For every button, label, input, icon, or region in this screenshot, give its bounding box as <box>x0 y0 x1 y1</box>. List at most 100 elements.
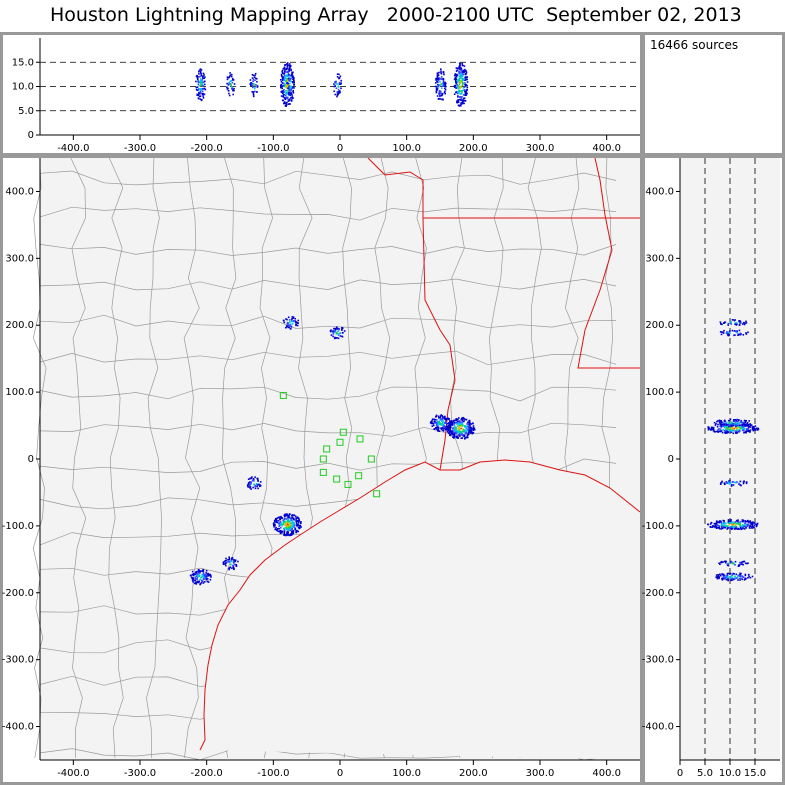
ns-source-row <box>720 482 722 484</box>
ew-source-column <box>282 91 284 94</box>
ew-source-column <box>250 82 252 84</box>
ew-source-column <box>226 86 228 88</box>
ns-source-row <box>752 522 754 524</box>
lightning-cell <box>332 331 334 334</box>
lightning-cell <box>291 514 294 516</box>
ew-source-column <box>461 99 464 101</box>
ns-source-row <box>732 578 735 581</box>
lightning-cell <box>448 424 450 427</box>
ew-source-column <box>444 87 446 90</box>
ns-source-row <box>734 575 736 578</box>
lightning-cell <box>431 422 434 425</box>
lightning-cell <box>436 428 438 431</box>
ns-source-row <box>751 428 754 431</box>
ns-source-row <box>752 526 754 529</box>
lightning-cell <box>195 575 198 577</box>
ew-source-column <box>435 88 438 90</box>
lma-station <box>355 472 363 480</box>
ns-source-row <box>725 429 728 432</box>
ew-source-column <box>280 91 283 94</box>
ns-y-tick-label: -300.0 <box>642 655 674 666</box>
ew-source-column <box>231 77 234 80</box>
ns-source-row <box>735 519 738 522</box>
lightning-cell <box>227 561 229 563</box>
lightning-cell <box>203 573 206 576</box>
ew-source-column <box>335 83 337 85</box>
lightning-cell <box>470 431 472 434</box>
ew-source-column <box>195 80 197 83</box>
ew-source-column <box>458 66 460 69</box>
lightning-cell <box>294 320 296 322</box>
lightning-cell <box>275 520 278 523</box>
coastline <box>199 459 641 751</box>
lightning-cell <box>300 522 302 525</box>
ew-source-column <box>202 72 205 75</box>
county-line <box>39 350 617 366</box>
ew-source-column <box>292 97 294 99</box>
lightning-cell <box>231 567 233 569</box>
ew-source-column <box>288 66 291 69</box>
ns-source-row <box>727 525 729 527</box>
ns-source-row <box>732 572 734 575</box>
ew-source-column <box>230 73 233 76</box>
ew-source-column <box>281 82 284 84</box>
ns-source-row <box>735 577 738 579</box>
lightning-cell <box>230 563 232 566</box>
ew-source-column <box>252 78 255 81</box>
lightning-cell <box>445 418 448 420</box>
ns-source-row <box>739 427 742 429</box>
lightning-cell <box>468 419 470 422</box>
lightning-cell <box>192 578 194 581</box>
ew-source-column <box>465 78 467 81</box>
ew-source-column <box>283 79 286 82</box>
ns-source-row <box>729 321 732 324</box>
lightning-cell <box>456 421 458 424</box>
ew-source-column <box>333 83 335 85</box>
lightning-cell <box>472 431 475 434</box>
ns-source-row <box>739 521 741 524</box>
lightning-cell <box>195 578 197 580</box>
lightning-cell <box>456 418 458 420</box>
lightning-cell <box>449 423 451 425</box>
ew-source-column <box>280 81 283 83</box>
ew-source-column <box>284 84 286 86</box>
lightning-cell <box>339 335 342 337</box>
ns-source-row <box>726 426 729 429</box>
ns-source-row <box>715 423 717 425</box>
ew-source-column <box>252 83 255 86</box>
lightning-cell <box>289 517 291 520</box>
lightning-cell <box>437 421 439 423</box>
ew-source-column <box>230 75 233 78</box>
ns-source-row <box>734 420 736 422</box>
lightning-cell <box>196 577 198 579</box>
lightning-cell <box>228 558 231 560</box>
ew-source-column <box>465 76 467 78</box>
lightning-cell <box>282 519 284 521</box>
ew-source-column <box>340 79 342 82</box>
ns-source-row <box>731 579 733 581</box>
ns-source-row <box>723 482 726 484</box>
county-line <box>39 206 617 221</box>
ew-source-column <box>438 91 441 94</box>
ew-source-column <box>293 80 295 82</box>
lightning-cell <box>450 432 452 434</box>
ew-source-column <box>204 80 206 83</box>
ew-source-column <box>457 87 459 90</box>
ew-source-column <box>444 83 446 86</box>
lightning-cell <box>283 531 286 533</box>
ew-source-column <box>289 82 291 85</box>
lightning-cell <box>446 425 449 428</box>
ns-source-row <box>734 323 737 326</box>
ns-source-row <box>731 329 734 332</box>
lightning-cell <box>438 430 441 432</box>
ew-source-column <box>252 94 255 96</box>
ns-source-row <box>726 331 728 333</box>
ew-source-column <box>199 70 202 73</box>
ew-source-column <box>254 72 257 75</box>
ew-source-column <box>291 71 293 74</box>
ns-source-row <box>746 525 749 527</box>
ew-source-column <box>289 88 291 90</box>
lightning-cell <box>442 424 445 426</box>
ns-source-row <box>710 427 713 430</box>
lightning-cell <box>463 420 465 422</box>
